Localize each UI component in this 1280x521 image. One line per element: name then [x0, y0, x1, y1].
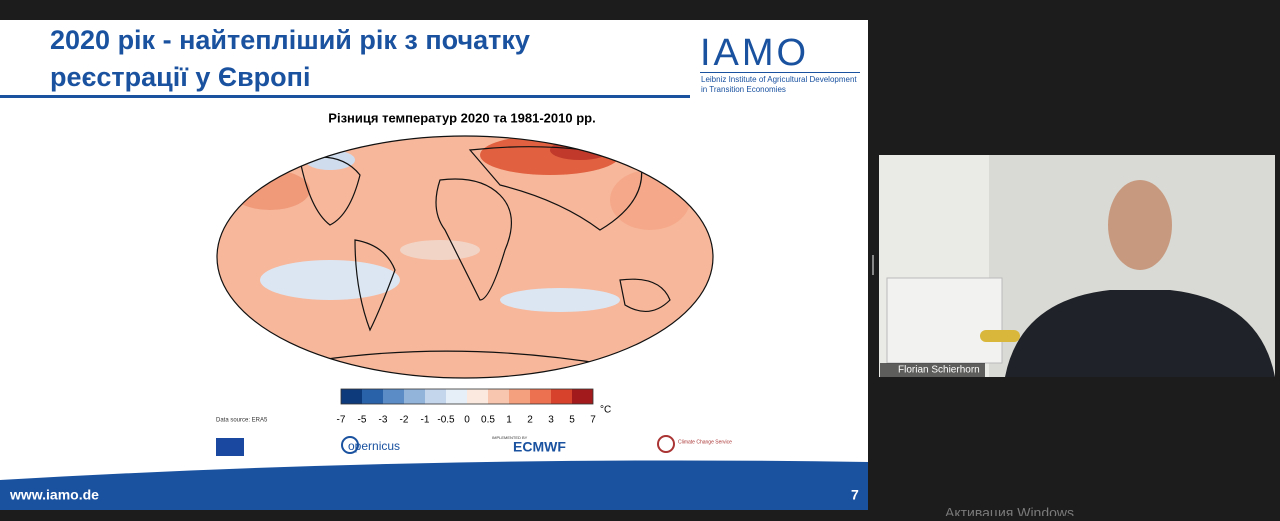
slide-title: 2020 рік - найтепліший рік з початку — [50, 25, 530, 55]
colorbar-tick-label: -2 — [400, 415, 409, 426]
colorbar-tick-label: 0.5 — [481, 415, 495, 426]
ecmwf-logo: ECMWF — [513, 439, 566, 455]
colorbar-tick-label: 5 — [569, 415, 575, 426]
video-tile[interactable]: Florian Schierhorn — [879, 155, 1275, 377]
logo-subtitle: Leibniz Institute of Agricultural Develo… — [701, 75, 857, 84]
bookshelf — [886, 277, 1003, 364]
participant-name: Florian Schierhorn — [898, 365, 980, 376]
c3s-icon — [657, 435, 675, 453]
copernicus-icon — [341, 436, 359, 454]
windows-watermark: Активация Windows — [945, 505, 1074, 516]
person-body — [1005, 290, 1275, 377]
colorbar-tick-label: 7 — [590, 415, 596, 426]
footer-band — [0, 460, 868, 510]
implemented-by: IMPLEMENTED BY — [492, 435, 528, 440]
colorbar-ticks: -7 -5 -3 -2 -1 -0.5 0 0.5 1 2 3 5 7 — [337, 415, 597, 426]
splitter-handle[interactable] — [872, 255, 874, 275]
page-number: 7 — [851, 487, 859, 503]
name-badge — [880, 363, 985, 377]
logo-subtitle: in Transition Economies — [701, 85, 786, 94]
map-title: Різниця температур 2020 та 1981-2010 рр. — [328, 110, 595, 125]
colorbar: -7 -5 -3 -2 -1 -0.5 0 0.5 1 2 3 5 7 °C — [337, 388, 611, 426]
logo: IAMO — [700, 32, 809, 74]
title-rule — [0, 95, 690, 98]
colorbar-tick-label: -3 — [379, 415, 388, 426]
colorbar-tick-label: -0.5 — [437, 415, 455, 426]
lamp — [980, 330, 1020, 342]
c3s-logo: Climate Change Service — [678, 439, 732, 445]
person-head — [1108, 180, 1172, 270]
colorbar-tick-label: -1 — [421, 415, 430, 426]
footer-url: www.iamo.de — [9, 487, 99, 503]
colorbar-tick-label: 1 — [506, 415, 512, 426]
colorbar-tick-label: 2 — [527, 415, 533, 426]
colorbar-unit: °C — [600, 405, 611, 416]
slide-title: реєстрації у Європі — [50, 62, 310, 92]
partner-logos: opernicus IMPLEMENTED BY ECMWF Climate C… — [216, 435, 732, 456]
colorbar-tick-label: -5 — [358, 415, 367, 426]
colorbar-tick-label: 3 — [548, 415, 554, 426]
temperature-map — [216, 135, 714, 379]
eu-flag — [216, 438, 244, 456]
colorbar-tick-label: 0 — [464, 415, 470, 426]
copernicus-logo: opernicus — [348, 439, 400, 453]
logo-rule — [700, 72, 860, 73]
slide: 2020 рік - найтепліший рік з початку реє… — [0, 20, 868, 510]
data-source: Data source: ERA5 — [216, 418, 268, 424]
colorbar-tick-label: -7 — [337, 415, 346, 426]
